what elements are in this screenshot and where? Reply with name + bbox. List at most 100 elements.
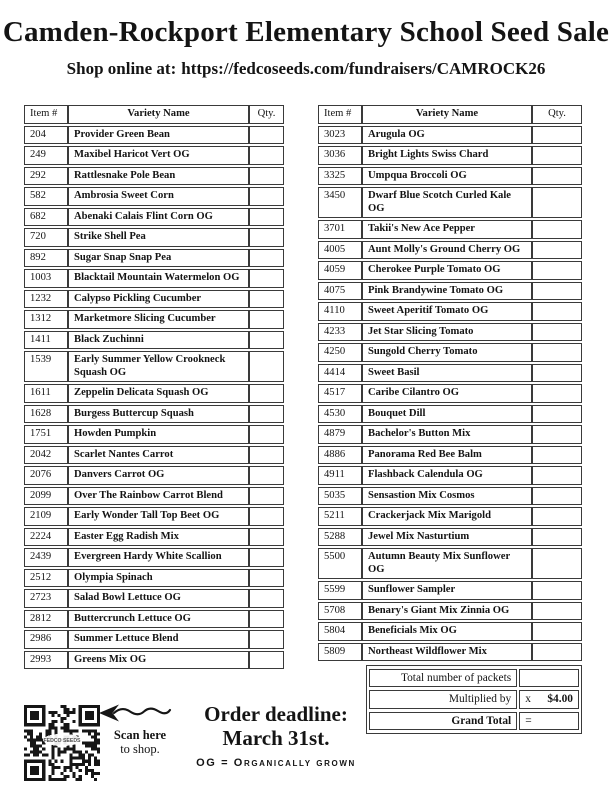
table-row: 892 Sugar Snap Snap Pea	[24, 248, 284, 267]
qty-input-cell[interactable]	[532, 622, 582, 641]
total-packets-input[interactable]	[519, 669, 579, 688]
qty-input-cell[interactable]	[532, 220, 582, 239]
item-number: 4110	[318, 302, 362, 321]
qty-input-cell[interactable]	[532, 343, 582, 362]
qty-input-cell[interactable]	[532, 581, 582, 600]
table-row: 4005 Aunt Molly's Ground Cherry OG	[318, 240, 582, 259]
variety-name: Strike Shell Pea	[68, 228, 249, 247]
qty-input-cell[interactable]	[249, 527, 284, 546]
qty-input-cell[interactable]	[249, 289, 284, 308]
item-number: 1611	[24, 384, 68, 403]
qty-input-cell[interactable]	[532, 425, 582, 444]
table-row: 2812 Buttercrunch Lettuce OG	[24, 609, 284, 628]
subtitle: Shop online at: https://fedcoseeds.com/fu…	[0, 59, 612, 79]
qty-input-cell[interactable]	[532, 445, 582, 464]
shop-url-link[interactable]: https://fedcoseeds.com/fundraisers/CAMRO…	[181, 59, 546, 78]
qty-input-cell[interactable]	[249, 310, 284, 329]
item-number: 582	[24, 187, 68, 206]
qty-input-cell[interactable]	[249, 269, 284, 288]
qty-input-cell[interactable]	[249, 568, 284, 587]
qty-input-cell[interactable]	[532, 322, 582, 341]
table-row: 4530 Bouquet Dill	[318, 404, 582, 423]
qty-input-cell[interactable]	[249, 125, 284, 144]
variety-name: Beneficials Mix OG	[362, 622, 532, 641]
variety-name: Danvers Carrot OG	[68, 466, 249, 485]
qty-input-cell[interactable]	[532, 507, 582, 526]
totals-table: Total number of packets Multiplied by x …	[366, 665, 582, 734]
qty-input-cell[interactable]	[532, 187, 582, 218]
qty-input-cell[interactable]	[249, 609, 284, 628]
item-number: 4233	[318, 322, 362, 341]
qty-input-cell[interactable]	[532, 404, 582, 423]
qty-input-cell[interactable]	[249, 187, 284, 206]
qty-input-cell[interactable]	[249, 166, 284, 185]
qty-input-cell[interactable]	[532, 466, 582, 485]
qty-input-cell[interactable]	[532, 486, 582, 505]
variety-name: Burgess Buttercup Squash	[68, 404, 249, 423]
variety-name: Ambrosia Sweet Corn	[68, 187, 249, 206]
qty-input-cell[interactable]	[532, 166, 582, 185]
qty-input-cell[interactable]	[249, 445, 284, 464]
qty-input-cell[interactable]	[249, 248, 284, 267]
variety-name: Early Summer Yellow Crookneck Squash OG	[68, 351, 249, 382]
item-number: 720	[24, 228, 68, 247]
item-number: 2723	[24, 589, 68, 608]
table-row: 5288 Jewel Mix Nasturtium	[318, 527, 582, 546]
item-number: 1751	[24, 425, 68, 444]
item-number: 4530	[318, 404, 362, 423]
qty-input-cell[interactable]	[532, 384, 582, 403]
variety-name: Crackerjack Mix Marigold	[362, 507, 532, 526]
item-number: 2099	[24, 486, 68, 505]
variety-name: Sugar Snap Snap Pea	[68, 248, 249, 267]
right-column: Item # Variety Name Qty. 3023 Arugula OG…	[318, 103, 582, 734]
qty-input-cell[interactable]	[532, 601, 582, 620]
qr-code: FEDCO SEEDS	[24, 705, 100, 781]
qty-input-cell[interactable]	[249, 650, 284, 669]
variety-name: Jet Star Slicing Tomato	[362, 322, 532, 341]
qty-input-cell[interactable]	[532, 146, 582, 165]
variety-name: Abenaki Calais Flint Corn OG	[68, 207, 249, 226]
table-row: 4059 Cherokee Purple Tomato OG	[318, 261, 582, 280]
qty-input-cell[interactable]	[249, 228, 284, 247]
price-per-packet: $4.00	[547, 693, 573, 706]
qty-input-cell[interactable]	[249, 425, 284, 444]
variety-name: Calypso Pickling Cucumber	[68, 289, 249, 308]
variety-name: Bouquet Dill	[362, 404, 532, 423]
qty-input-cell[interactable]	[249, 404, 284, 423]
qty-input-cell[interactable]	[532, 240, 582, 259]
qty-input-cell[interactable]	[532, 363, 582, 382]
qty-input-cell[interactable]	[532, 281, 582, 300]
qty-input-cell[interactable]	[249, 384, 284, 403]
item-number: 1411	[24, 330, 68, 349]
table-row: 292 Rattlesnake Pole Bean	[24, 166, 284, 185]
table-row: 5211 Crackerjack Mix Marigold	[318, 507, 582, 526]
item-number: 3036	[318, 146, 362, 165]
item-number: 5211	[318, 507, 362, 526]
column-header-qty: Qty.	[532, 105, 582, 124]
column-header-qty: Qty.	[249, 105, 284, 124]
qty-input-cell[interactable]	[249, 589, 284, 608]
qty-input-cell[interactable]	[532, 302, 582, 321]
item-number: 5035	[318, 486, 362, 505]
qty-input-cell[interactable]	[249, 548, 284, 567]
variety-name: Sensastion Mix Cosmos	[362, 486, 532, 505]
qty-input-cell[interactable]	[532, 527, 582, 546]
equals-symbol: =	[525, 714, 532, 727]
variety-name: Sunflower Sampler	[362, 581, 532, 600]
qty-input-cell[interactable]	[532, 261, 582, 280]
seed-table-right: Item # Variety Name Qty. 3023 Arugula OG…	[318, 103, 582, 663]
qty-input-cell[interactable]	[532, 642, 582, 661]
qty-input-cell[interactable]	[249, 351, 284, 382]
qty-input-cell[interactable]	[532, 548, 582, 579]
qty-input-cell[interactable]	[249, 630, 284, 649]
arrow-left-icon	[99, 704, 172, 722]
qty-input-cell[interactable]	[249, 466, 284, 485]
qty-input-cell[interactable]	[249, 507, 284, 526]
variety-name: Marketmore Slicing Cucumber	[68, 310, 249, 329]
qty-input-cell[interactable]	[249, 207, 284, 226]
qty-input-cell[interactable]	[532, 125, 582, 144]
qty-input-cell[interactable]	[249, 330, 284, 349]
qty-input-cell[interactable]	[249, 146, 284, 165]
qty-input-cell[interactable]	[249, 486, 284, 505]
